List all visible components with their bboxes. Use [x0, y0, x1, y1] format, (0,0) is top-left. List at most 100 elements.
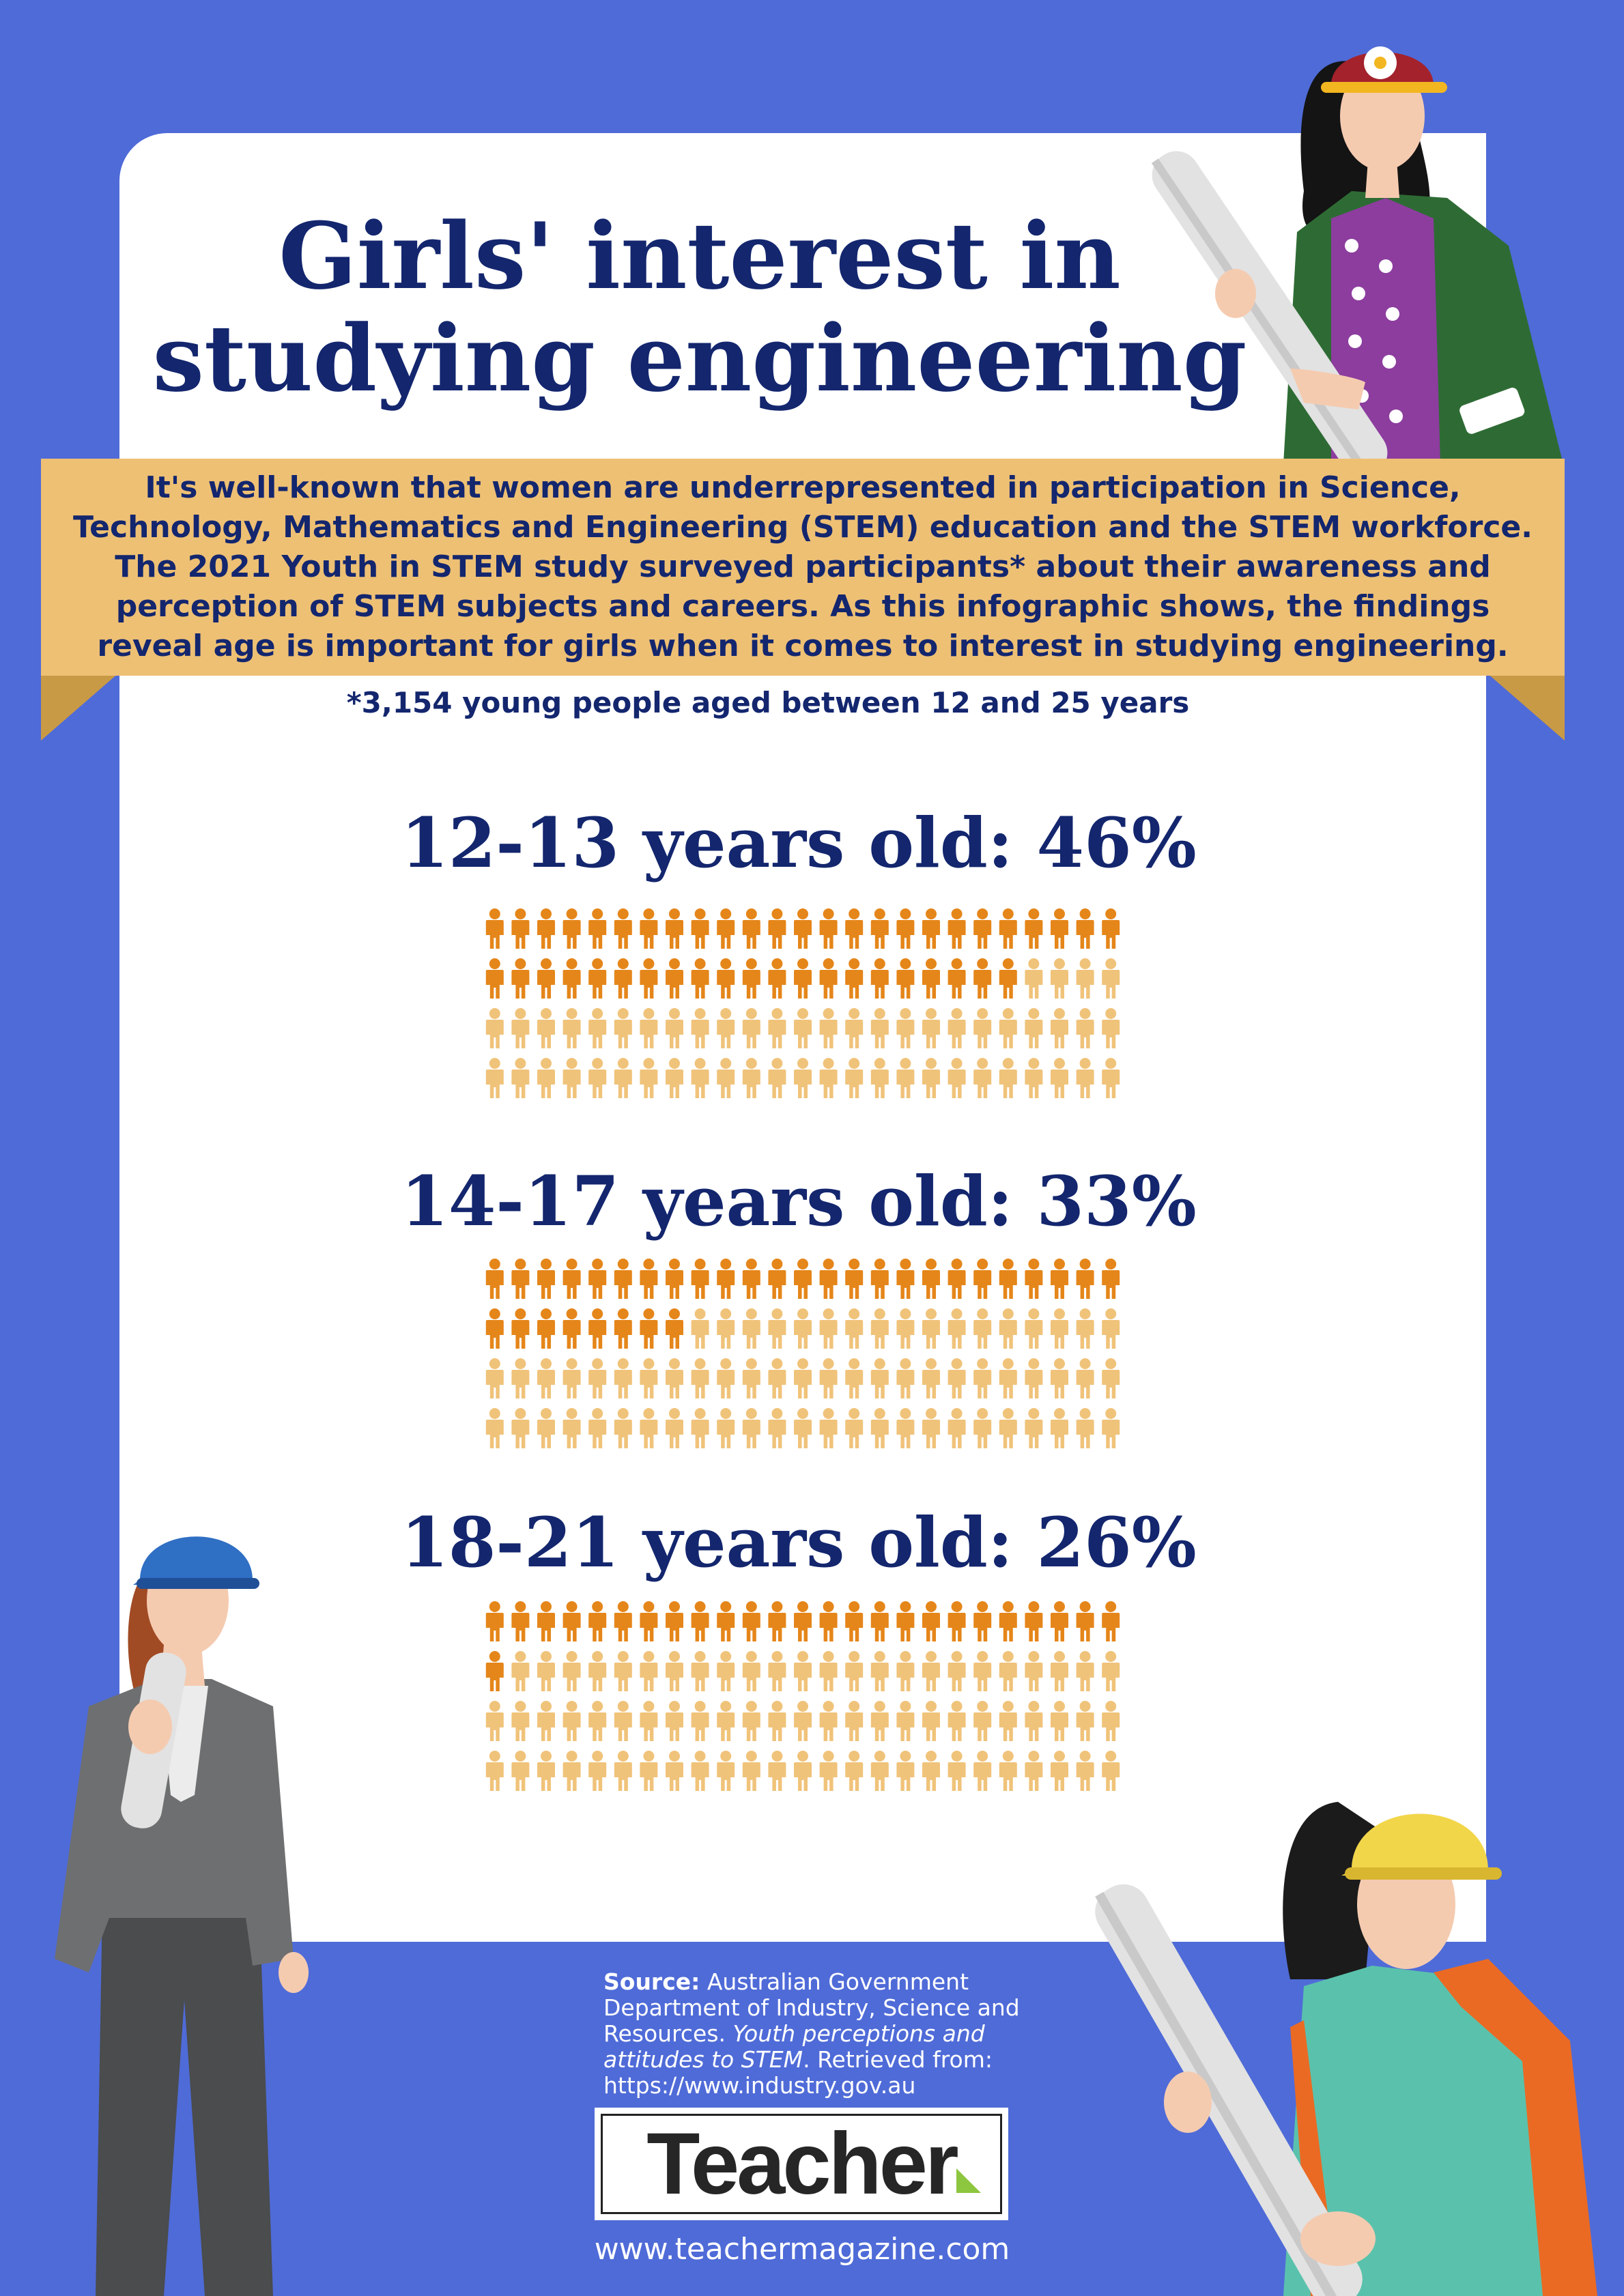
person-icon [666, 1408, 683, 1448]
person-icon [870, 1408, 889, 1448]
person-icon [562, 1259, 581, 1299]
person-icon [511, 1308, 530, 1349]
teacher-logo[interactable]: Teacher [595, 2108, 1008, 2220]
person-icon [973, 1651, 992, 1691]
person-icon [1051, 1308, 1068, 1349]
person-icon [845, 1008, 864, 1048]
person-icon [614, 1701, 632, 1741]
person-icon [588, 1308, 607, 1349]
person-icon [768, 1308, 786, 1349]
hair [1283, 1802, 1379, 1979]
person-icon [742, 1701, 760, 1741]
person-icon [666, 1651, 683, 1691]
person-icon [922, 1701, 940, 1741]
person-icon [870, 1601, 889, 1641]
person-icon [1051, 1601, 1068, 1641]
person-icon [870, 1651, 889, 1691]
person-icon [768, 1358, 786, 1398]
person-icon [870, 908, 889, 949]
person-icon [485, 1751, 504, 1791]
person-icon [922, 1651, 940, 1691]
person-icon [691, 1358, 709, 1398]
person-icon [588, 1008, 607, 1048]
jacket [55, 1679, 294, 1972]
person-icon [485, 908, 504, 949]
person-icon [742, 1358, 760, 1398]
person-icon [511, 1651, 530, 1691]
website-url[interactable]: www.teachermagazine.com [594, 2232, 1010, 2267]
person-icon [922, 908, 940, 949]
person-icon [999, 1751, 1017, 1791]
person-icon [948, 1308, 966, 1349]
person-icon [768, 1008, 786, 1048]
person-icon [537, 1259, 555, 1299]
person-icon [562, 1408, 581, 1448]
person-icon [1102, 1308, 1120, 1349]
source-title: Youth perceptions and attitudes to STEM [603, 2020, 985, 2073]
person-icon [870, 1751, 889, 1791]
person-icon [896, 1058, 915, 1098]
person-icon [537, 1601, 555, 1641]
person-icon [742, 1751, 760, 1791]
person-icon [768, 908, 786, 949]
person-icon [845, 958, 864, 999]
person-icon [511, 1259, 530, 1299]
person-icon [717, 1651, 735, 1691]
person-icon [742, 1008, 760, 1048]
person-icon [1102, 1601, 1120, 1641]
person-icon [588, 908, 607, 949]
person-icon [819, 1358, 838, 1398]
person-icon [973, 958, 992, 999]
person-icon [691, 1008, 709, 1048]
person-icon [845, 1358, 864, 1398]
person-icon [511, 1751, 530, 1791]
person-icon [896, 958, 915, 999]
person-icon [511, 1408, 530, 1448]
person-icon [717, 1751, 735, 1791]
person-icon [588, 1358, 607, 1398]
person-icon [973, 1601, 992, 1641]
person-icon [1025, 1651, 1043, 1691]
person-icon [666, 1008, 683, 1048]
person-icon [691, 958, 709, 999]
person-icon [1025, 908, 1043, 949]
person-icon [794, 1308, 812, 1349]
person-icon [896, 1651, 915, 1691]
person-icon [845, 1701, 864, 1741]
person-icon [999, 1358, 1017, 1398]
engineer-bottom-right-illustration [1095, 1802, 1597, 2296]
person-icon [948, 1358, 966, 1398]
person-icon [717, 908, 735, 949]
person-icon [640, 1058, 658, 1098]
person-icon [742, 1259, 760, 1299]
person-icon [845, 908, 864, 949]
person-icon [870, 1008, 889, 1048]
person-icon [1076, 1058, 1094, 1098]
person-icon [717, 1008, 735, 1048]
person-icon [1051, 1651, 1068, 1691]
person-icon [819, 1058, 838, 1098]
person-icon [485, 958, 504, 999]
person-icon [537, 1751, 555, 1791]
person-icon [666, 908, 683, 949]
person-icon [794, 1601, 812, 1641]
person-icon [768, 958, 786, 999]
person-icon [922, 1358, 940, 1398]
person-icon [1076, 1701, 1094, 1741]
person-icon [511, 1008, 530, 1048]
person-icon [562, 1308, 581, 1349]
person-icon [588, 1701, 607, 1741]
person-icon [485, 1408, 504, 1448]
person-icon [1051, 958, 1068, 999]
person-icon [922, 1308, 940, 1349]
person-icon [588, 1751, 607, 1791]
pictogram-14-17 [482, 1258, 1124, 1457]
person-icon [973, 1308, 992, 1349]
person-icon [999, 1651, 1017, 1691]
person-icon [562, 1058, 581, 1098]
person-icon [999, 908, 1017, 949]
person-icon [511, 1601, 530, 1641]
person-icon [896, 908, 915, 949]
person-icon [691, 1601, 709, 1641]
person-icon [922, 1008, 940, 1048]
